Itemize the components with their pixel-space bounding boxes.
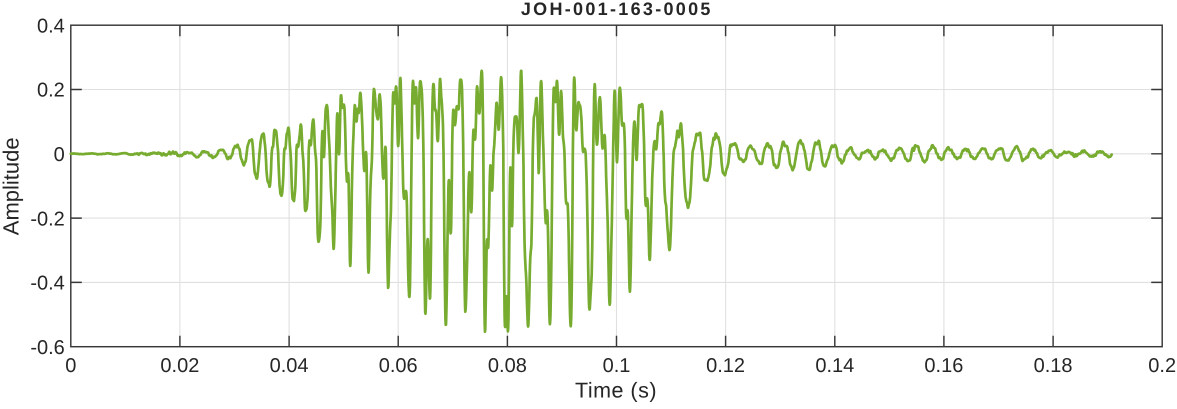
svg-text:JOH-001-163-0005: JOH-001-163-0005 <box>521 0 713 19</box>
svg-text:0.2: 0.2 <box>1148 355 1176 377</box>
svg-text:0.4: 0.4 <box>37 15 65 37</box>
svg-text:0.06: 0.06 <box>379 355 418 377</box>
svg-text:-0.2: -0.2 <box>30 208 64 230</box>
svg-text:-0.4: -0.4 <box>30 273 64 295</box>
svg-text:0.12: 0.12 <box>706 355 745 377</box>
svg-text:0.08: 0.08 <box>488 355 527 377</box>
svg-text:Time (s): Time (s) <box>575 379 657 403</box>
svg-text:0.16: 0.16 <box>924 355 963 377</box>
svg-text:0.2: 0.2 <box>37 80 65 102</box>
svg-text:0.14: 0.14 <box>815 355 854 377</box>
svg-text:0: 0 <box>65 355 76 377</box>
svg-text:Amplitude: Amplitude <box>0 137 24 235</box>
svg-text:0.04: 0.04 <box>270 355 309 377</box>
svg-text:0: 0 <box>54 144 65 166</box>
svg-text:-0.6: -0.6 <box>30 337 64 359</box>
svg-text:0.02: 0.02 <box>160 355 199 377</box>
svg-text:0.18: 0.18 <box>1034 355 1073 377</box>
svg-text:0.1: 0.1 <box>603 355 631 377</box>
